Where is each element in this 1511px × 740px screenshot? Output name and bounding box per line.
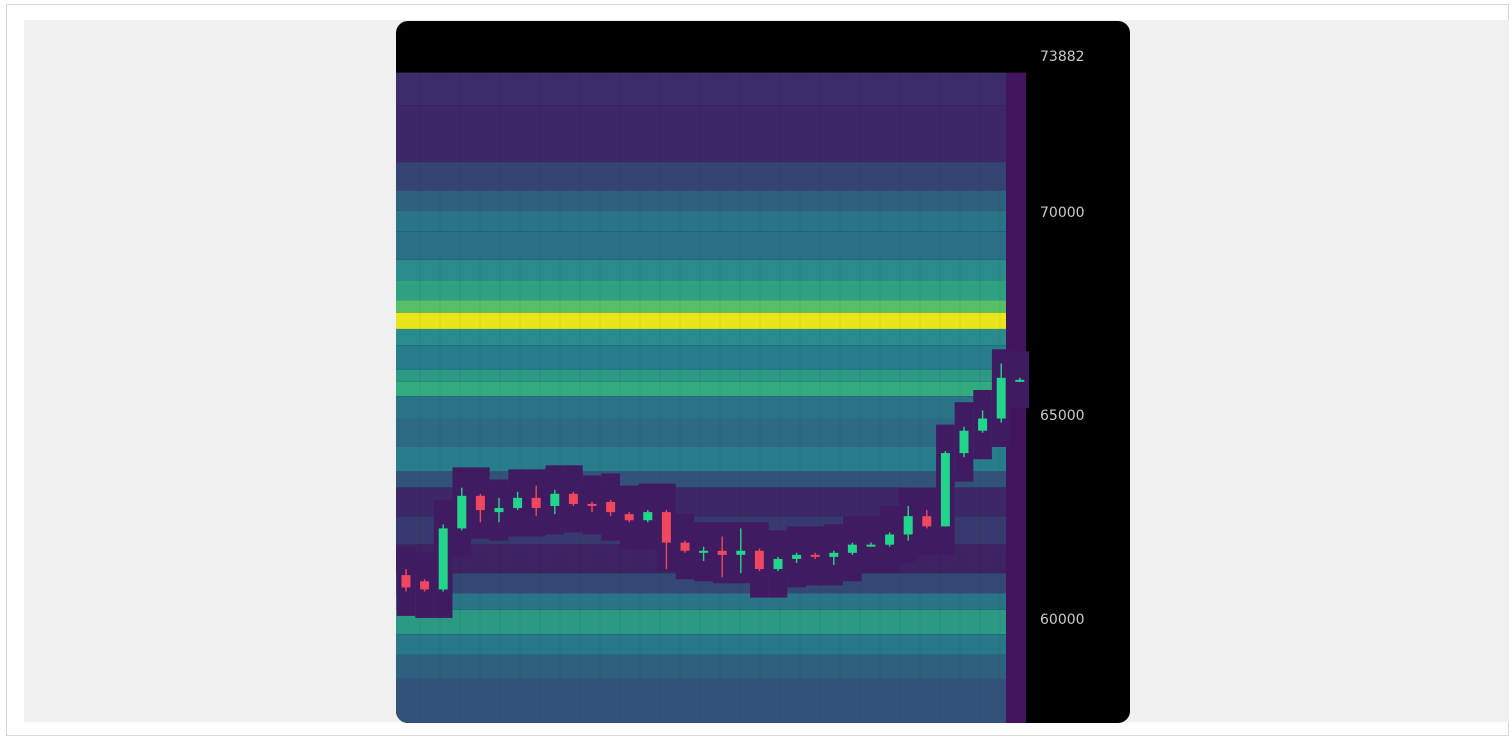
heatmap-band bbox=[396, 190, 1006, 211]
candle-body bbox=[699, 550, 709, 553]
candle-body bbox=[773, 558, 783, 570]
heatmap-band bbox=[396, 312, 1006, 329]
candle-body bbox=[903, 516, 913, 535]
candle-body bbox=[513, 497, 523, 509]
candle-body bbox=[624, 514, 634, 521]
y-tick-label-60000: 60000 bbox=[1040, 612, 1085, 628]
candle-body bbox=[494, 508, 504, 513]
candle-body bbox=[717, 550, 727, 555]
candle-body bbox=[661, 512, 671, 543]
candle-body bbox=[847, 544, 857, 553]
candle-body bbox=[922, 516, 932, 527]
candle-body bbox=[996, 377, 1006, 419]
heatmap-plot bbox=[396, 72, 1030, 723]
heatmap-band bbox=[396, 210, 1006, 232]
heatmap-band bbox=[396, 345, 1006, 370]
candle-body bbox=[680, 542, 690, 551]
candle-body bbox=[401, 575, 411, 588]
heatmap-band bbox=[396, 72, 1006, 106]
candle-body bbox=[550, 493, 560, 507]
heatmap-band bbox=[396, 654, 1006, 679]
candle-body bbox=[885, 534, 895, 545]
heatmap-band bbox=[396, 446, 1006, 472]
candle-body bbox=[531, 497, 541, 509]
candle-body bbox=[754, 550, 764, 570]
heatmap-band bbox=[396, 418, 1006, 447]
heatmap-band bbox=[396, 105, 1006, 163]
candle-body bbox=[940, 453, 950, 527]
candle-body bbox=[1015, 379, 1025, 382]
candle-body bbox=[420, 581, 430, 590]
candle-body bbox=[866, 544, 876, 547]
candle-body bbox=[606, 501, 616, 513]
heatmap-band bbox=[396, 259, 1006, 281]
candle-body bbox=[643, 512, 653, 521]
heatmap-band bbox=[396, 300, 1006, 313]
heatmap-band bbox=[396, 396, 1006, 419]
candle-body bbox=[587, 503, 597, 507]
liquidation-heatmap-chart: 73882 70000 65000 60000 bbox=[396, 21, 1130, 723]
candle-body bbox=[792, 554, 802, 559]
heatmap-band bbox=[396, 162, 1006, 191]
heatmap-band bbox=[396, 369, 1006, 382]
candle-body bbox=[829, 552, 839, 557]
heatmap-band bbox=[396, 634, 1006, 655]
candle-body bbox=[736, 550, 746, 555]
y-tick-label-65000: 65000 bbox=[1040, 408, 1085, 424]
candle-body bbox=[959, 430, 969, 454]
candle-body bbox=[978, 418, 988, 431]
candle-body bbox=[457, 495, 467, 529]
y-tick-label-70000: 70000 bbox=[1040, 205, 1085, 221]
heatmap-band bbox=[396, 609, 1006, 635]
heatmap-band bbox=[396, 328, 1006, 346]
candle-body bbox=[438, 528, 448, 590]
y-tick-label-max: 73882 bbox=[1040, 49, 1085, 65]
heatmap-band bbox=[396, 381, 1006, 397]
heatmap-band bbox=[396, 678, 1006, 723]
heatmap-band bbox=[396, 231, 1006, 260]
heatmap-band bbox=[396, 280, 1006, 301]
heatmap-band bbox=[396, 593, 1006, 610]
candle-body bbox=[568, 493, 578, 504]
candle-body bbox=[810, 554, 820, 557]
candle-body bbox=[475, 495, 485, 511]
